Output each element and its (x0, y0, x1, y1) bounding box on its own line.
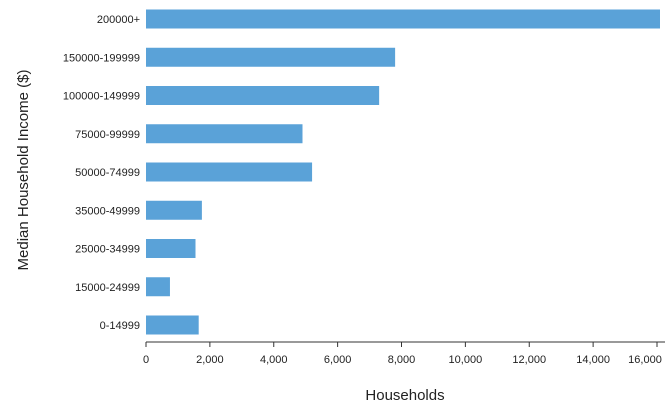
bar-0-14999 (146, 315, 199, 335)
x-axis-title: Households (365, 387, 444, 403)
category-label: 200000+ (97, 14, 140, 26)
x-tick-label: 2,000 (196, 354, 224, 366)
x-axis: 0 2,000 4,000 6,000 8,000 10,000 12,000 14,000 1… (143, 341, 665, 366)
bar-15000-24999 (146, 277, 170, 297)
bar-75000-99999 (146, 124, 303, 144)
x-tick-label: 16,000 (628, 354, 662, 366)
bar-50000-74999 (146, 162, 313, 182)
x-tick-label: 4,000 (260, 354, 288, 366)
bar-25000-34999 (146, 239, 196, 258)
bar-35000-49999 (146, 200, 202, 220)
category-label: 0-14999 (100, 320, 140, 332)
x-tick-label: 0 (143, 354, 149, 366)
category-label: 25000-34999 (75, 244, 140, 256)
category-label: 75000-99999 (75, 129, 140, 141)
category-label: 35000-49999 (75, 205, 140, 217)
category-label: 50000-74999 (75, 167, 140, 179)
bars-group (146, 9, 660, 335)
x-tick-label: 14,000 (576, 354, 610, 366)
x-tick-label: 6,000 (324, 354, 352, 366)
x-tick-label: 8,000 (388, 354, 416, 366)
bar-100000-149999 (146, 86, 380, 105)
category-labels: 200000+ 150000-199999 100000-149999 75000-9… (63, 14, 140, 332)
bar-200000+ (146, 9, 660, 29)
bar-150000-199999 (146, 47, 396, 67)
category-label: 100000-149999 (63, 91, 140, 103)
y-axis-title: Median Household Income ($) (15, 70, 32, 271)
category-label: 15000-24999 (75, 282, 140, 294)
category-label: 150000-199999 (63, 52, 140, 64)
x-tick-label: 10,000 (449, 354, 483, 366)
x-tick-label: 12,000 (512, 354, 546, 366)
